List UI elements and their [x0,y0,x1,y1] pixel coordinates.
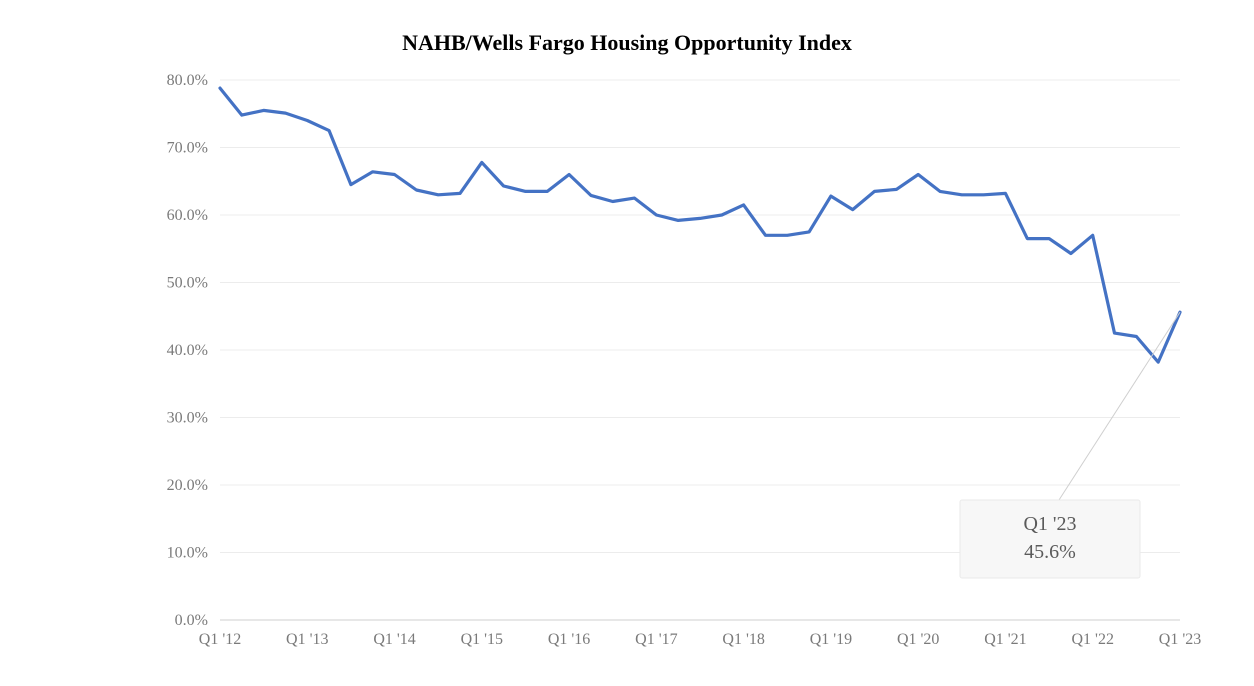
data-line [220,88,1180,362]
x-axis-label: Q1 '20 [897,631,939,648]
x-axis-label: Q1 '14 [373,631,415,648]
x-axis-label: Q1 '12 [199,631,241,648]
x-axis-label: Q1 '21 [984,631,1026,648]
y-axis-label: 20.0% [167,477,208,494]
callout-label-period: Q1 '23 [1023,513,1076,535]
y-axis-label: 10.0% [167,545,208,562]
x-axis-label: Q1 '15 [461,631,503,648]
x-axis-label: Q1 '18 [722,631,764,648]
x-axis-label: Q1 '17 [635,631,677,648]
x-axis-label: Q1 '13 [286,631,328,648]
y-axis-label: 40.0% [167,342,208,359]
callout-box [960,500,1140,578]
line-chart: 0.0% 10.0% 20.0% 30.0% 40.0% 50.0% 60.0% 70.0% 8… [0,0,1254,686]
y-axis-label: 80.0% [167,72,208,89]
y-axis-label: 30.0% [167,410,208,427]
chart-container: NAHB/Wells Fargo Housing Opportunity Ind… [0,0,1254,686]
callout-leader [1059,312,1180,500]
y-axis-label: 0.0% [175,612,208,629]
y-axis-label: 70.0% [167,140,208,157]
callout-label-value: 45.6% [1024,541,1076,563]
y-axis-label: 50.0% [167,275,208,292]
y-axis-label: 60.0% [167,207,208,224]
x-axis-label: Q1 '22 [1072,631,1114,648]
x-axis-label: Q1 '23 [1159,631,1201,648]
x-axis-label: Q1 '16 [548,631,590,648]
x-axis-label: Q1 '19 [810,631,852,648]
